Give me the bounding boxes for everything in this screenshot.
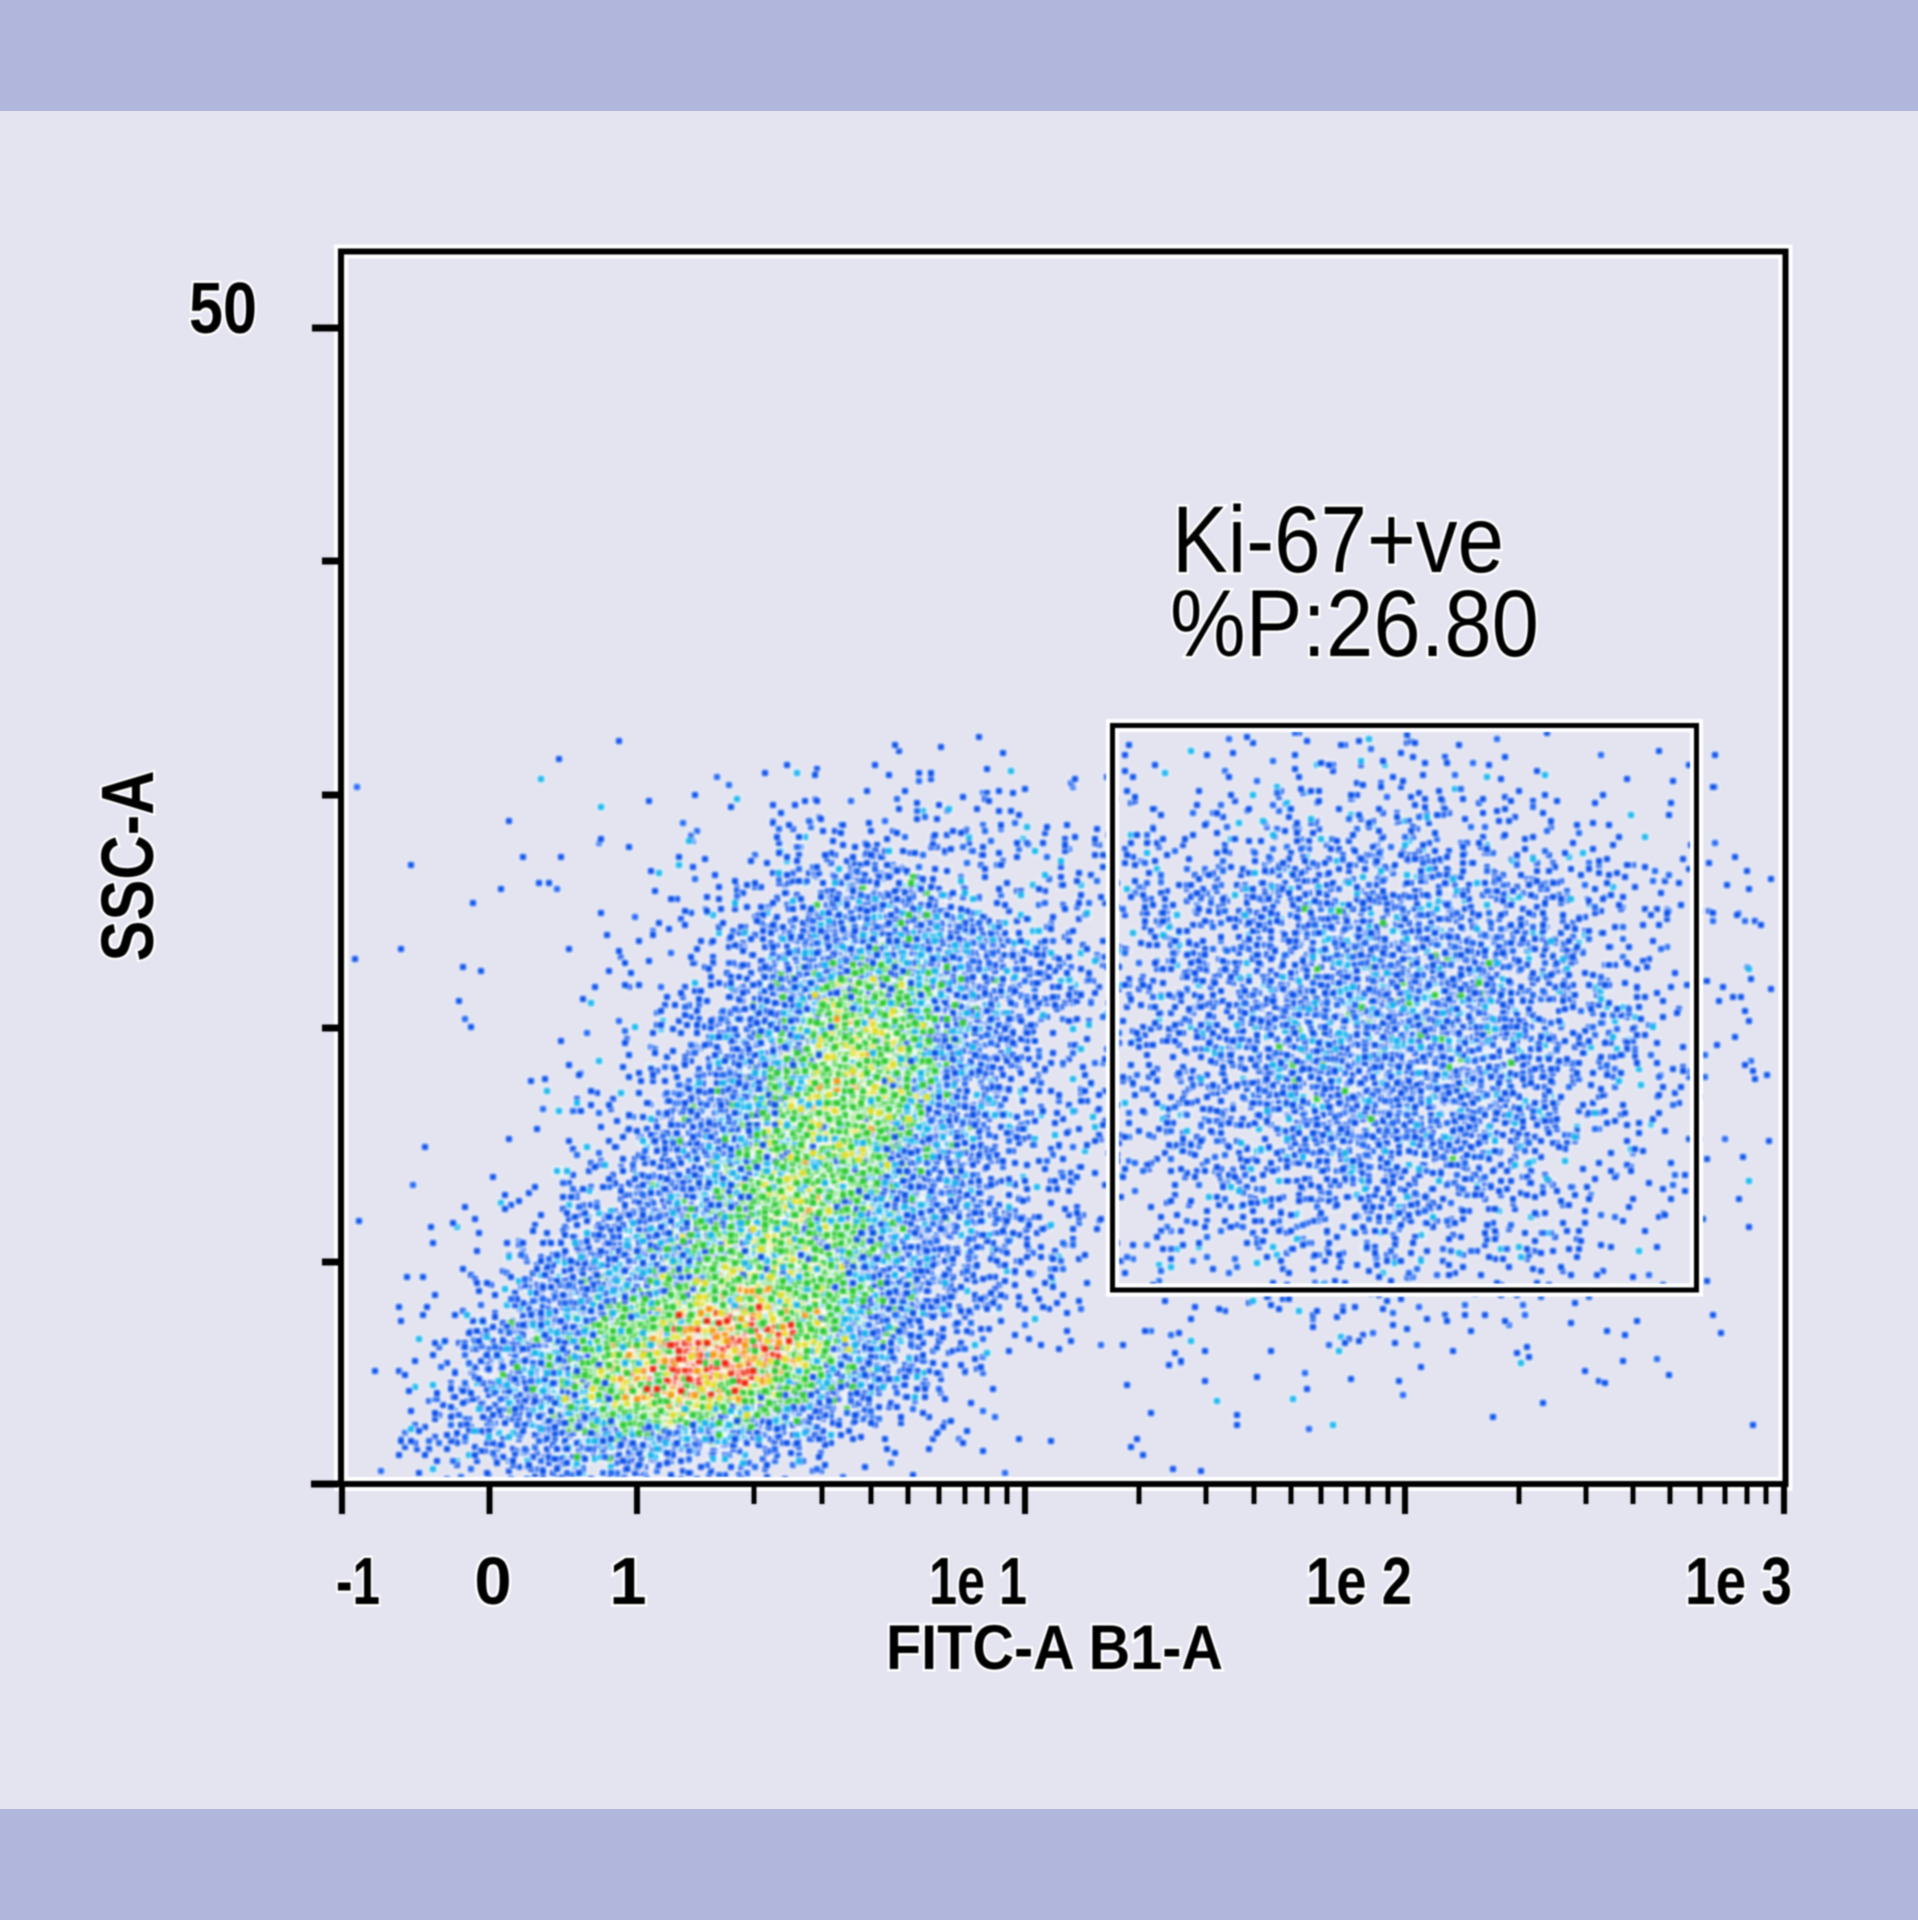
svg-text:50: 50	[189, 269, 257, 349]
svg-text:1e 3: 1e 3	[1685, 1544, 1792, 1619]
svg-text:0: 0	[474, 1544, 511, 1619]
svg-text:1e 1: 1e 1	[929, 1544, 1027, 1619]
svg-text:%P:26.80: %P:26.80	[1170, 571, 1539, 677]
svg-text:SSC-A: SSC-A	[86, 771, 169, 962]
svg-text:Ki-67+ve: Ki-67+ve	[1172, 487, 1504, 593]
svg-text:-1: -1	[336, 1544, 380, 1619]
svg-text:1e 2: 1e 2	[1306, 1544, 1412, 1619]
svg-text:1: 1	[609, 1544, 646, 1619]
svg-text:FITC-A B1-A: FITC-A B1-A	[886, 1613, 1223, 1683]
